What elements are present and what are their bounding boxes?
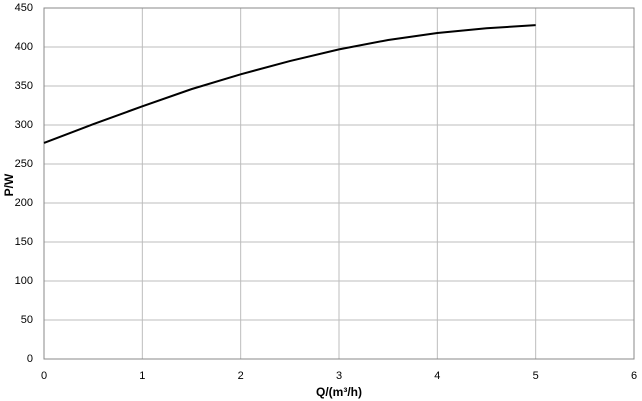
data-line — [43, 24, 536, 144]
x-tick-label: 2 — [238, 370, 244, 382]
plot-border — [43, 7, 635, 360]
y-tick-label: 300 — [15, 119, 33, 131]
y-tick-label: 100 — [15, 275, 33, 287]
x-tick-label: 6 — [631, 370, 637, 382]
x-tick-label: 5 — [533, 370, 539, 382]
y-tick-label: 150 — [15, 236, 33, 248]
y-tick-label: 350 — [15, 80, 33, 92]
y-tick-label: 200 — [15, 197, 33, 209]
y-tick-label: 400 — [15, 41, 33, 53]
y-axis-title: P/W — [2, 173, 16, 196]
x-tick-label: 1 — [139, 370, 145, 382]
x-axis-title: Q/(m³/h) — [316, 385, 362, 399]
x-tick-label: 0 — [41, 370, 47, 382]
x-tick-label: 3 — [336, 370, 342, 382]
y-tick-label: 0 — [27, 353, 33, 365]
x-tick-label: 4 — [434, 370, 440, 382]
y-tick-label: 450 — [15, 2, 33, 14]
y-tick-label: 250 — [15, 158, 33, 170]
y-tick-label: 50 — [21, 314, 33, 326]
